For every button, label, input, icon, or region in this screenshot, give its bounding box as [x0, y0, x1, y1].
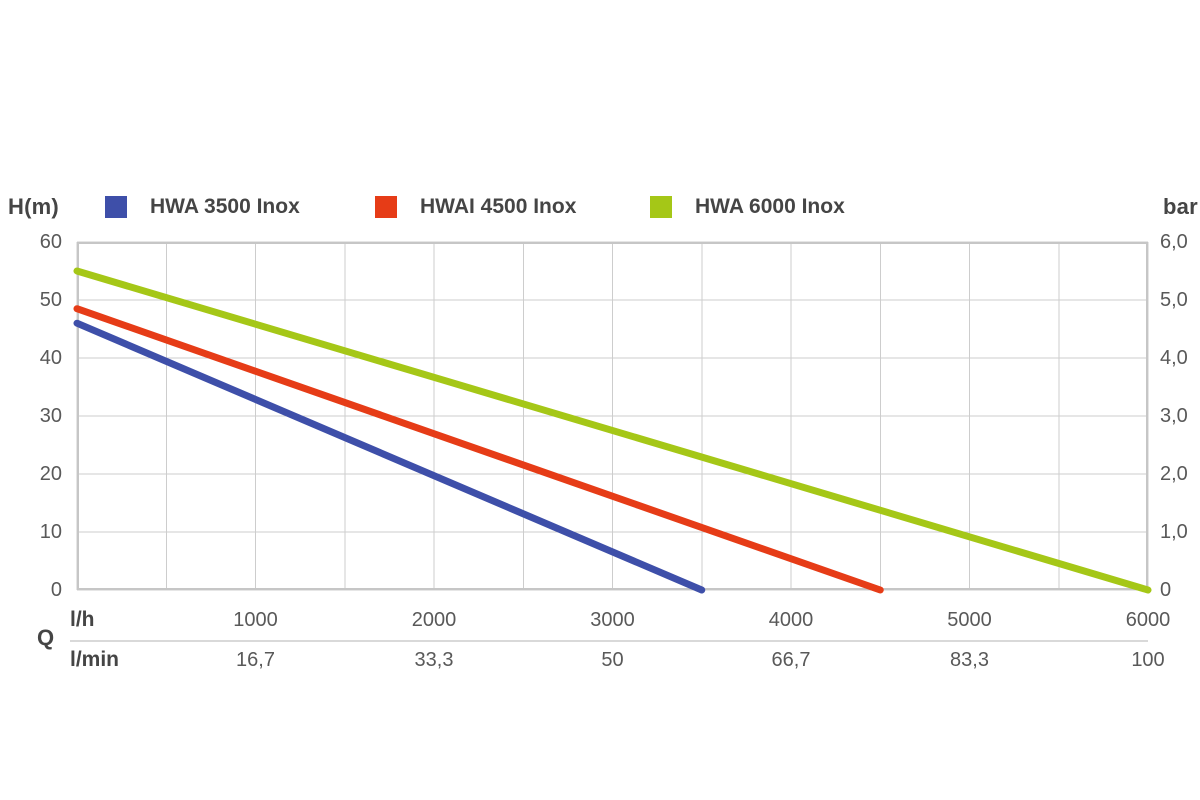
x-tick-lmin-label: 33,3 — [414, 649, 454, 671]
x-tick-lh-label: 4000 — [768, 609, 814, 631]
legend-label: HWAI 4500 Inox — [420, 195, 577, 218]
x-tick-lh-label: 1000 — [233, 609, 278, 631]
legend-label: HWA 3500 Inox — [150, 195, 300, 218]
x-tick-lmin-label: 50 — [601, 649, 624, 671]
legend-item-hwa-6000-inox: HWA 6000 Inox — [650, 195, 845, 219]
legend-swatch-icon — [105, 196, 127, 218]
legend-swatch-icon — [375, 196, 397, 218]
legend-swatch-icon — [650, 196, 672, 218]
series-line-hwai-4500-inox — [73, 305, 884, 594]
y-left-tick-label: 50 — [39, 289, 62, 311]
y-right-tick-label: 3,0 — [1160, 405, 1188, 427]
y-left-tick-label: 20 — [39, 463, 62, 485]
y-left-tick-label: 40 — [39, 347, 62, 369]
x-tick-lh-label: 3000 — [590, 609, 635, 631]
y-axis-right-title: bar — [1163, 194, 1198, 219]
x-axis-unit-lh: l/h — [70, 608, 95, 631]
y-left-tick-label: 0 — [50, 579, 62, 601]
x-tick-lmin-label: 16,7 — [236, 649, 275, 671]
x-tick-lh-label: 5000 — [947, 609, 992, 631]
y-right-tick-label: 0 — [1160, 579, 1172, 601]
x-tick-lh-label: 6000 — [1125, 609, 1171, 631]
x-tick-lmin-label: 100 — [1131, 649, 1165, 671]
plot-border — [77, 242, 1148, 590]
x-tick-lmin-label: 83,3 — [950, 649, 989, 671]
x-tick-lh-label: 2000 — [411, 609, 457, 631]
y-right-tick-label: 5,0 — [1160, 289, 1188, 311]
legend-item-hwa-3500-inox: HWA 3500 Inox — [105, 195, 300, 219]
series-line-hwa-6000-inox — [73, 267, 1152, 594]
y-left-tick-label: 60 — [39, 231, 62, 253]
y-right-tick-label: 1,0 — [1160, 521, 1188, 543]
series-line-hwa-3500-inox — [73, 319, 706, 594]
x-tick-lmin-label: 66,7 — [771, 649, 811, 671]
y-right-tick-label: 4,0 — [1160, 347, 1188, 369]
legend-item-hwai-4500-inox: HWAI 4500 Inox — [375, 195, 576, 219]
plot-area — [73, 241, 1152, 594]
x-axis-divider — [70, 640, 1148, 642]
legend-label: HWA 6000 Inox — [695, 195, 845, 218]
x-axis-quantity-label: Q — [37, 625, 55, 650]
y-right-tick-label: 6,0 — [1160, 231, 1188, 253]
y-left-tick-label: 10 — [39, 521, 62, 543]
x-axis-unit-lmin: l/min — [70, 648, 120, 671]
y-left-tick-label: 30 — [39, 405, 62, 427]
y-right-tick-label: 2,0 — [1160, 463, 1188, 485]
y-axis-left-title: H(m) — [8, 194, 59, 219]
